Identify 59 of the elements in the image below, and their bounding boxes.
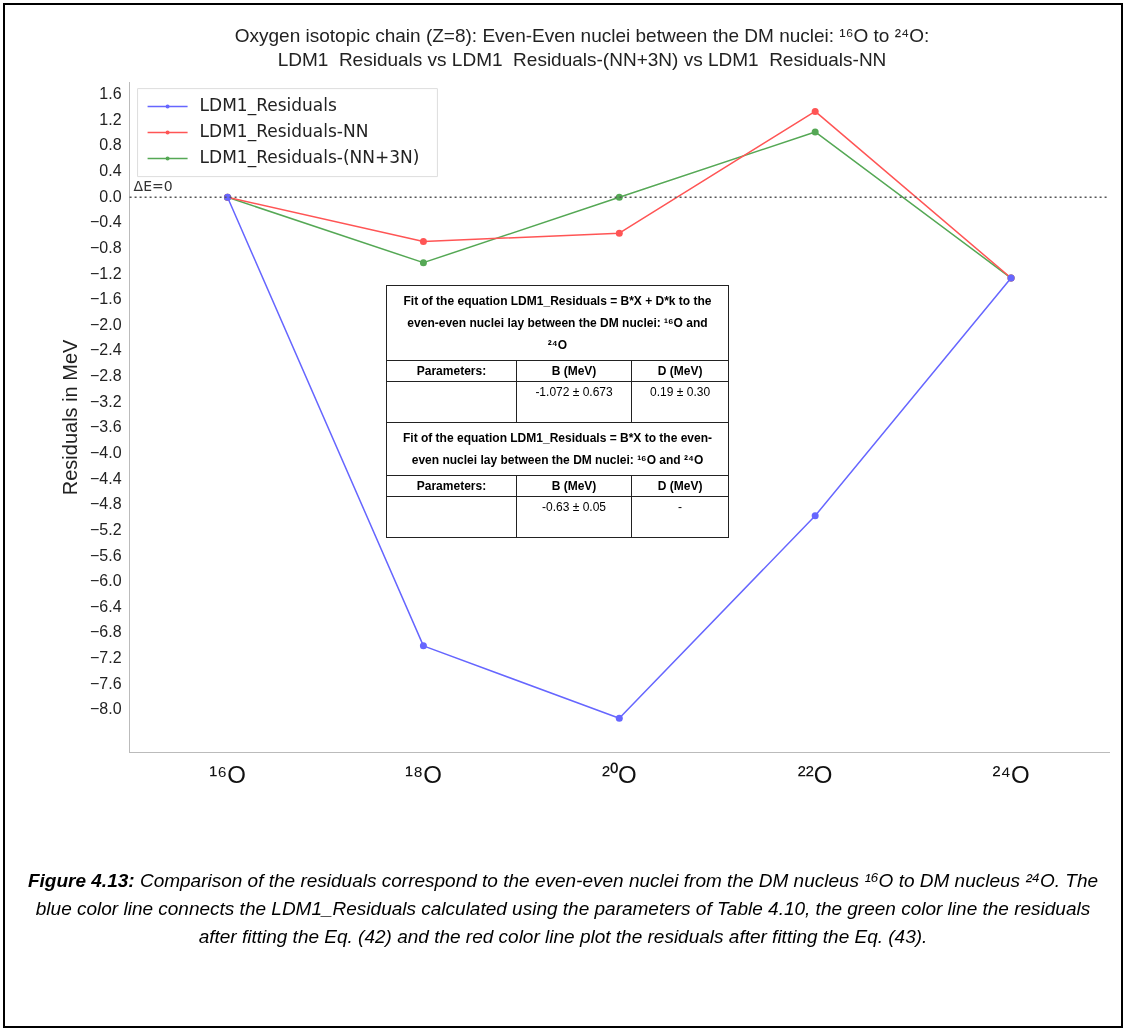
y-axis-title: Residuals in MeV <box>58 338 81 496</box>
y-tick-label: −8.0 <box>89 700 122 718</box>
y-tick-label: 1.6 <box>99 85 122 103</box>
annotation: -1.072 ± 0.673 <box>516 381 632 423</box>
y-tick-label: 1.2 <box>99 110 122 128</box>
annotation: D (MeV) <box>631 360 729 382</box>
annotation: Fit of the equation LDM1_Residuals = B*X to the even-even nuclei lay between the DM nuclei: ¹⁶O and ²⁴O <box>386 422 729 476</box>
y-tick-label: −6.4 <box>89 597 122 615</box>
annotation: Fit of the equation LDM1_Residuals = B*X + D*k to the even-even nuclei lay between the DM nuclei: ¹⁶O and ²⁴O <box>386 285 729 361</box>
chart-title: Oxygen isotopic chain (Z=8): Even-Even nuclei between the DM nuclei: ¹⁶O to ²⁴O: <box>234 24 930 46</box>
y-tick-label: −2.0 <box>89 315 122 333</box>
legend-label: LDM1_Residuals <box>199 95 337 117</box>
y-tick-label: −4.4 <box>89 469 122 487</box>
legend-label: LDM1_Residuals-NN <box>199 121 369 143</box>
y-tick-label: −6.0 <box>89 572 122 590</box>
chart-subtitle: LDM1 Residuals vs LDM1 Residuals-(NN+3N) vs LDM1 Residuals-NN <box>277 49 887 71</box>
y-tick-label: −2.4 <box>89 341 122 359</box>
annotation: B (MeV) <box>516 360 632 382</box>
y-tick-label: −3.2 <box>89 392 122 410</box>
annotation: 0.19 ± 0.30 <box>631 381 729 423</box>
x-tick-label: ²²O <box>797 761 833 789</box>
point <box>811 128 819 136</box>
y-tick-label: −6.8 <box>89 623 122 641</box>
x-tick-label: ²⁰O <box>601 761 637 789</box>
annotation: Parameters: <box>386 360 517 382</box>
annotation: B (MeV) <box>516 475 632 497</box>
y-tick-label: −2.8 <box>89 367 122 385</box>
point <box>811 512 819 520</box>
point <box>419 642 427 650</box>
y-tick-label: −5.2 <box>89 520 122 538</box>
point <box>419 259 427 267</box>
y-tick-label: 0.4 <box>99 162 122 180</box>
y-tick-label: −7.6 <box>89 674 122 692</box>
annotation: Parameters: <box>386 475 517 497</box>
point <box>615 229 623 237</box>
x-tick-label: ¹⁶O <box>209 761 246 789</box>
y-tick-label: −1.6 <box>89 290 122 308</box>
x-tick-label: ²⁴O <box>992 761 1030 789</box>
y-tick-label: −4.0 <box>89 444 122 462</box>
y-tick-label: −1.2 <box>89 264 122 282</box>
y-tick-label: −5.6 <box>89 546 122 564</box>
point <box>615 193 623 201</box>
legend-label: LDM1_Residuals-(NN+3N) <box>199 147 420 169</box>
caption: Figure 4.13: Comparison of the residuals correspond to the even-even nuclei from the DM nucleus ¹⁶O to DM nucleus ²⁴O. The blue color line connects the LDM1_Residuals calculated using the parameters of Table 4.10, the green color line the residuals after fitting the Eq. (42) and the red color line plot the residuals after fitting the Eq. (43). <box>26 869 1099 949</box>
y-tick-label: −0.8 <box>89 238 122 256</box>
ref-line-label: ΔE=0 <box>133 177 173 194</box>
annotation: - <box>631 496 729 538</box>
y-tick-label: −4.8 <box>89 495 122 513</box>
annotation: -0.63 ± 0.05 <box>516 496 632 538</box>
y-tick-label: −7.2 <box>89 649 122 667</box>
y-tick-label: −0.4 <box>89 213 122 231</box>
y-tick-label: 0.0 <box>99 187 122 205</box>
point <box>811 107 819 115</box>
x-tick-label: ¹⁸O <box>405 761 442 789</box>
y-tick-label: −3.6 <box>89 418 122 436</box>
point <box>615 714 623 722</box>
y-tick-label: 0.8 <box>99 136 122 154</box>
point <box>419 238 427 246</box>
annotation: D (MeV) <box>631 475 729 497</box>
